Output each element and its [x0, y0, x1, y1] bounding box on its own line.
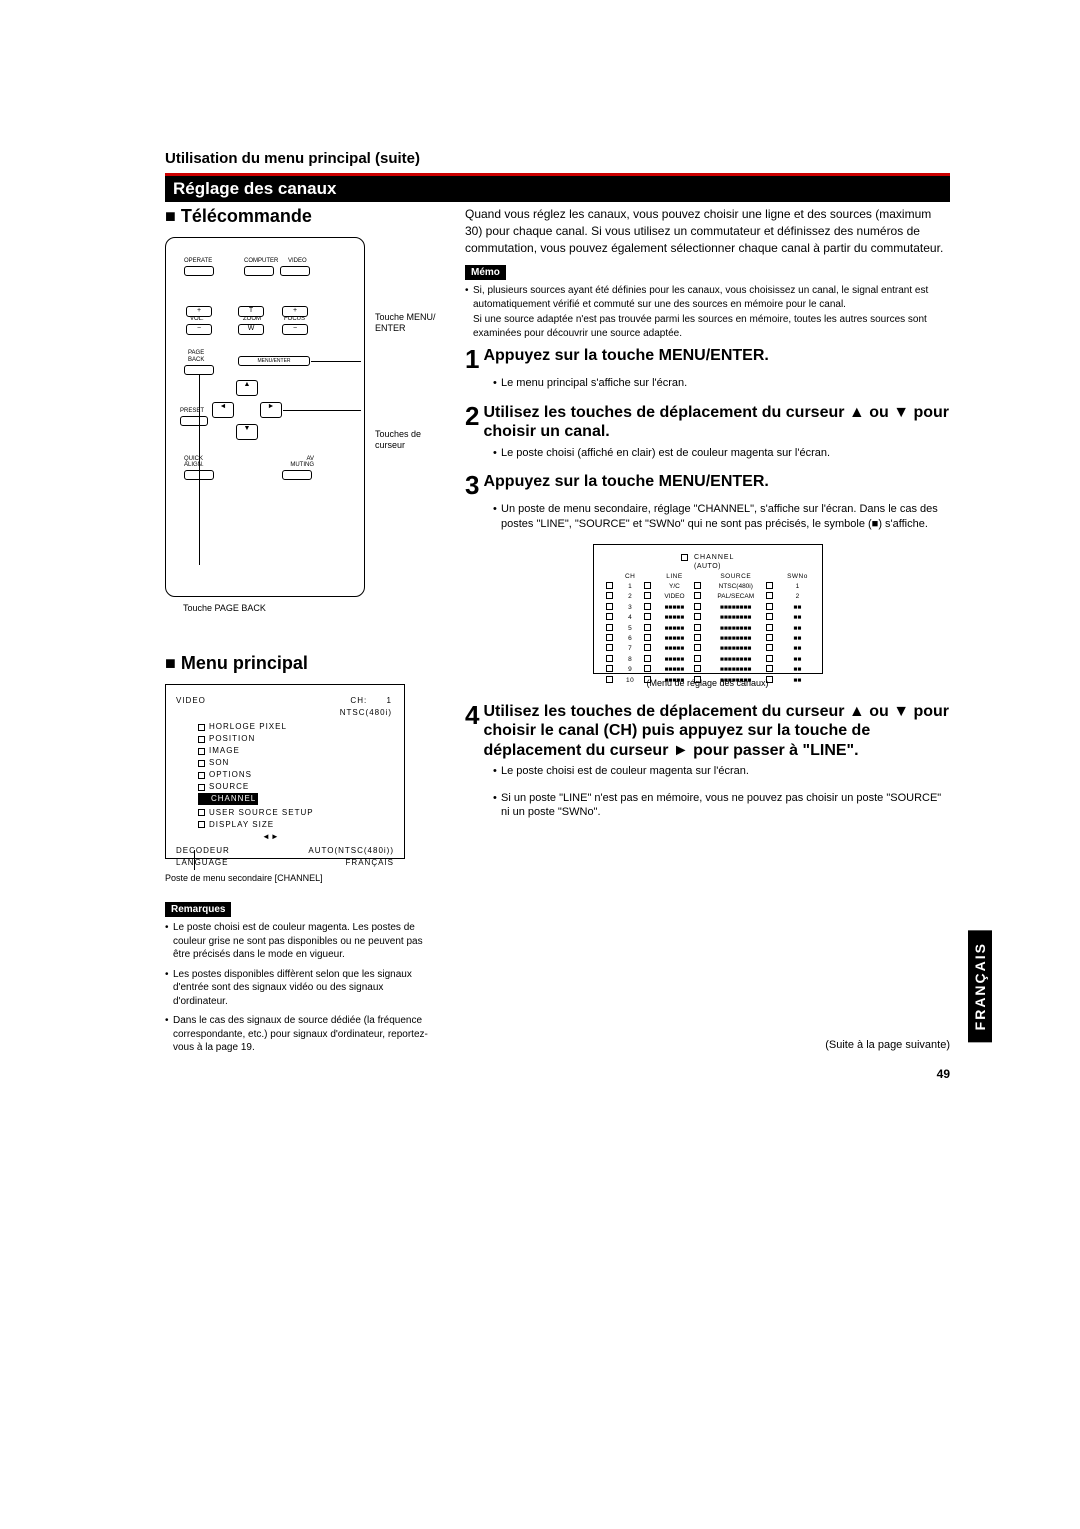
menu-decodeur-val: AUTO(NTSC(480i)) — [308, 845, 394, 857]
step-sub: Le poste choisi est de couleur magenta s… — [493, 764, 950, 779]
menu-item: USER SOURCE SETUP — [198, 807, 394, 819]
step: 3Appuyez sur la touche MENU/ENTER. — [465, 472, 950, 498]
memo-bullet: Si, plusieurs sources ayant été définies… — [465, 284, 950, 311]
page-back-button — [184, 365, 214, 375]
page-number: 49 — [937, 1067, 950, 1081]
computer-label: COMPUTER — [244, 258, 278, 264]
remarque-item: Le poste choisi est de couleur magenta. … — [165, 921, 435, 962]
remarque-item: Dans le cas des signaux de source dédiée… — [165, 1014, 435, 1055]
menu-item-label: SOURCE — [209, 781, 249, 793]
step-title: Appuyez sur la touche MENU/ENTER. — [483, 472, 950, 491]
channel-menu-box: CHANNEL(AUTO)CHLINESOURCESWNo1Y/CNTSC(48… — [593, 544, 823, 674]
step-title: Utilisez les touches de déplacement du c… — [483, 702, 950, 760]
menu-ch-label: CH: — [350, 696, 367, 705]
menu-item-icon — [200, 796, 207, 803]
av-muting-label: AV MUTING — [284, 456, 314, 468]
menu-language-val: FRANÇAIS — [346, 857, 394, 869]
breadcrumb: Utilisation du menu principal (suite) — [165, 150, 950, 167]
step: 4Utilisez les touches de déplacement du … — [465, 702, 950, 760]
menu-item-label: HORLOGE PIXEL — [209, 721, 287, 733]
step-title: Utilisez les touches de déplacement du c… — [483, 403, 950, 441]
menu-enter-callout: Touche MENU/ ENTER — [375, 312, 445, 334]
cursor-left: ◄ — [212, 402, 234, 418]
cursor-right: ► — [260, 402, 282, 418]
menu-item: SOURCE — [198, 781, 394, 793]
step-number: 4 — [465, 702, 479, 728]
step-sub: Le menu principal s'affiche sur l'écran. — [493, 376, 950, 391]
remote-diagram: OPERATE COMPUTER VIDEO VOL. ZOOM FOCUS +… — [165, 237, 365, 597]
back-label: BACK — [188, 357, 204, 363]
intro-para: Quand vous réglez les canaux, vous pouve… — [465, 206, 950, 256]
remarques-label: Remarques — [165, 902, 231, 917]
menu-caption: Poste de menu secondaire [CHANNEL] — [165, 873, 435, 883]
menu-item-label: DISPLAY SIZE — [209, 819, 274, 831]
menu-ntsc: NTSC(480i) — [340, 708, 392, 717]
right-column: Quand vous réglez les canaux, vous pouve… — [465, 206, 950, 1061]
preset-button — [180, 416, 208, 426]
menu-item-icon — [198, 724, 205, 731]
section-bar: Réglage des canaux — [165, 173, 950, 202]
menu-heading: Menu principal — [165, 653, 435, 674]
menu-item-label: SON — [209, 757, 229, 769]
page-label: PAGE — [188, 350, 204, 356]
focus-minus: − — [282, 324, 308, 335]
operate-label: OPERATE — [184, 258, 212, 264]
menu-item-label: CHANNEL — [211, 793, 256, 805]
cursor-up: ▲ — [236, 380, 258, 396]
menu-item: HORLOGE PIXEL — [198, 721, 394, 733]
menu-item: CHANNEL — [198, 793, 258, 805]
vol-plus: + — [186, 306, 212, 317]
menu-item-icon — [198, 772, 205, 779]
menu-item-label: POSITION — [209, 733, 255, 745]
menu-language: LANGUAGE — [176, 857, 228, 869]
menu-item-label: OPTIONS — [209, 769, 252, 781]
menu-item: SON — [198, 757, 394, 769]
menu-item-icon — [198, 748, 205, 755]
zoom-w: W — [238, 324, 264, 335]
language-tab: FRANÇAIS — [968, 930, 992, 1042]
menu-decodeur: DECODEUR — [176, 845, 230, 857]
zoom-t: T — [238, 306, 264, 317]
remote-heading: Télécommande — [165, 206, 435, 227]
menu-item: DISPLAY SIZE — [198, 819, 394, 831]
menu-ch-val: 1 — [387, 696, 392, 705]
menu-item-icon — [198, 821, 205, 828]
menu-item-icon — [198, 809, 205, 816]
memo-para: Si une source adaptée n'est pas trouvée … — [465, 313, 950, 340]
menu-item-label: IMAGE — [209, 745, 240, 757]
menu-item: IMAGE — [198, 745, 394, 757]
av-muting-button — [282, 470, 312, 480]
step-number: 3 — [465, 472, 479, 498]
video-btn-label: VIDEO — [288, 258, 307, 264]
page-back-callout: Touche PAGE BACK — [183, 603, 435, 613]
left-column: Télécommande OPERATE COMPUTER VIDEO VOL.… — [165, 206, 435, 1061]
step-sub: Un poste de menu secondaire, réglage "CH… — [493, 502, 950, 532]
menu-item: OPTIONS — [198, 769, 394, 781]
menu-item-icon — [198, 760, 205, 767]
menu-item-icon — [198, 736, 205, 743]
menu-item: POSITION — [198, 733, 394, 745]
focus-plus: + — [282, 306, 308, 317]
video-button — [280, 266, 310, 276]
step: 2Utilisez les touches de déplacement du … — [465, 403, 950, 441]
computer-button — [244, 266, 274, 276]
menu-item-label: USER SOURCE SETUP — [209, 807, 314, 819]
operate-button — [184, 266, 214, 276]
vol-minus: − — [186, 324, 212, 335]
cursor-callout: Touches de curseur — [375, 429, 445, 451]
step-number: 1 — [465, 346, 479, 372]
step-sub: Si un poste "LINE" n'est pas en mémoire,… — [493, 791, 950, 821]
menu-enter-button: MENU/ENTER — [238, 356, 310, 366]
step-number: 2 — [465, 403, 479, 429]
main-menu-box: CH: 1 NTSC(480i) VIDEO HORLOGE PIXELPOSI… — [165, 684, 405, 859]
preset-label: PRESET — [180, 408, 204, 414]
memo-label: Mémo — [465, 265, 506, 280]
continuation-note: (Suite à la page suivante) — [825, 1039, 950, 1051]
menu-item-icon — [198, 784, 205, 791]
remarque-item: Les postes disponibles diffèrent selon q… — [165, 968, 435, 1009]
step: 1Appuyez sur la touche MENU/ENTER. — [465, 346, 950, 372]
step-title: Appuyez sur la touche MENU/ENTER. — [483, 346, 950, 365]
cursor-down: ▼ — [236, 424, 258, 440]
step-sub: Le poste choisi (affiché en clair) est d… — [493, 446, 950, 461]
